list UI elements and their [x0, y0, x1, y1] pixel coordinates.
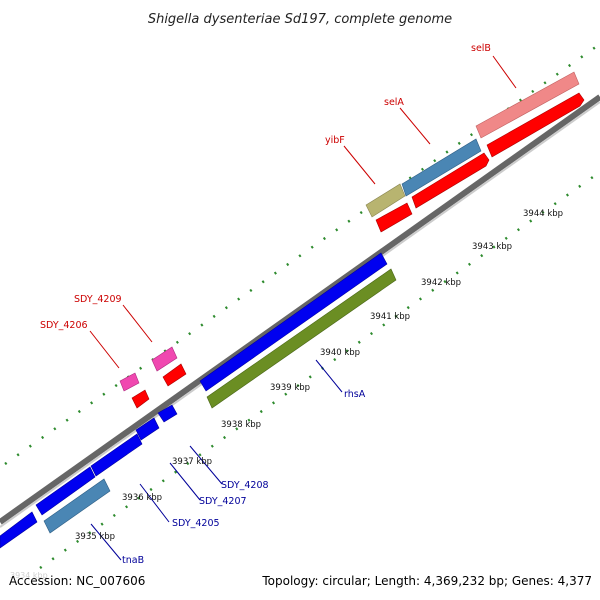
SDY-4209-red-cds[interactable]: [162, 363, 187, 387]
kbp-label-3939: 3939 kbp: [270, 383, 310, 393]
label-SDY-4207: SDY_4207: [199, 496, 247, 507]
SDY-4207-feature[interactable]: [135, 417, 160, 441]
kbp-label-3937: 3937 kbp: [172, 457, 212, 467]
kbp-label-3938: 3938 kbp: [221, 420, 261, 430]
ghost-scale-label: 3934 kbp: [10, 571, 48, 580]
accession-label: Accession: NC_007606: [9, 574, 145, 588]
kbp-label-3943: 3943 kbp: [472, 242, 512, 252]
label-SDY-4208: SDY_4208: [221, 480, 269, 491]
inner-tick-line: [39, 170, 600, 570]
genome-summary: Topology: circular; Length: 4,369,232 bp…: [261, 574, 592, 588]
kbp-label-3935: 3935 kbp: [75, 532, 115, 542]
cds-red-forward-1[interactable]: [486, 92, 585, 158]
label-SDY-4205: SDY_4205: [172, 518, 220, 529]
kbp-label-3942: 3942 kbp: [421, 278, 461, 288]
outer-tick-line: [4, 42, 600, 466]
yibF-feature[interactable]: [365, 183, 406, 218]
SDY-4205-feature[interactable]: [90, 433, 143, 477]
label-selB: selB: [471, 43, 491, 54]
label-SDY-4209: SDY_4209: [74, 294, 122, 305]
SDY-4206-red-cds[interactable]: [131, 389, 150, 409]
rhsA-blue-cds[interactable]: [199, 252, 388, 392]
selA-feature[interactable]: [401, 138, 482, 197]
SDY-4206-feature[interactable]: [119, 372, 140, 392]
leader-lines: [89, 55, 517, 561]
label-rhsA: rhsA: [344, 389, 366, 400]
map-title: Shigella dysenteriae Sd197, complete gen…: [148, 12, 452, 27]
SDY-4208-feature[interactable]: [157, 404, 178, 423]
rhsA-feature[interactable]: [206, 268, 397, 409]
cds-blue-reverse-4[interactable]: [35, 466, 96, 516]
selB-feature[interactable]: [475, 71, 580, 139]
kbp-label-3941: 3941 kbp: [370, 312, 410, 322]
tnaB-feature[interactable]: [43, 478, 111, 534]
SDY-4209-feature[interactable]: [151, 346, 178, 372]
kbp-label-3940: 3940 kbp: [320, 348, 360, 358]
label-yibF: yibF: [325, 135, 345, 146]
label-tnaB: tnaB: [122, 555, 144, 566]
cds-red-forward-2[interactable]: [411, 152, 490, 209]
label-SDY-4206: SDY_4206: [40, 320, 88, 331]
kbp-label-3936: 3936 kbp: [122, 493, 162, 503]
kbp-label-3944: 3944 kbp: [523, 209, 563, 219]
yibF-red-cds[interactable]: [375, 202, 413, 233]
cds-blue-reverse-5[interactable]: [0, 511, 38, 549]
genome-backbone: [0, 94, 600, 525]
label-selA: selA: [384, 97, 404, 108]
